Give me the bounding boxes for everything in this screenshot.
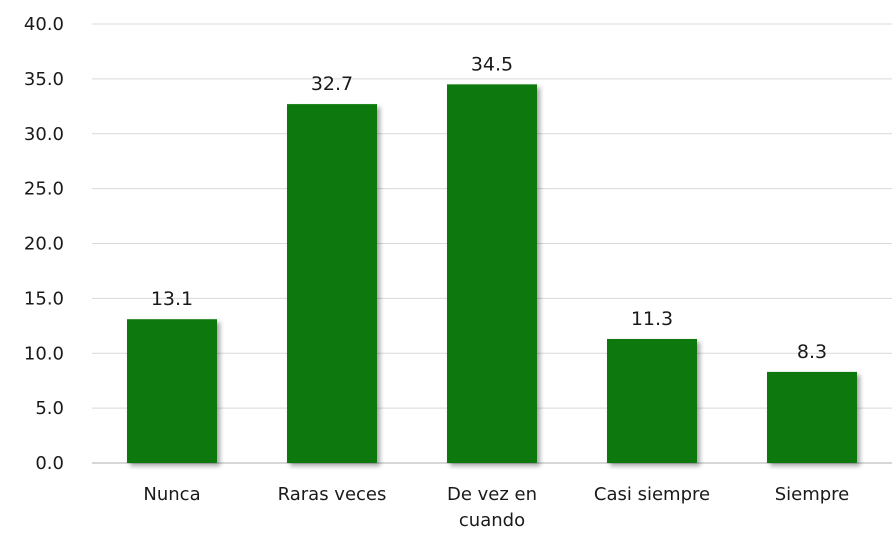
y-tick-label: 30.0 xyxy=(24,124,64,145)
y-axis-tick-labels: 0.0 5.0 10.0 15.0 20.0 25.0 30.0 35.0 40.0 xyxy=(24,14,64,474)
data-label: 8.3 xyxy=(797,341,827,363)
y-tick-label: 10.0 xyxy=(24,343,64,364)
y-tick-label: 35.0 xyxy=(24,69,64,90)
data-label: 34.5 xyxy=(471,53,513,75)
bar xyxy=(287,104,377,464)
bar xyxy=(127,319,217,463)
bars xyxy=(127,84,857,464)
y-tick-label: 40.0 xyxy=(24,14,64,35)
bar xyxy=(767,371,857,463)
data-label: 11.3 xyxy=(631,308,673,330)
bar xyxy=(607,338,697,463)
data-label: 32.7 xyxy=(311,73,353,95)
bar xyxy=(447,84,537,464)
data-label: 13.1 xyxy=(151,288,193,310)
category-label: De vez en xyxy=(447,484,537,505)
category-label: Casi siempre xyxy=(594,484,710,505)
y-tick-label: 25.0 xyxy=(24,179,64,200)
y-tick-label: 20.0 xyxy=(24,234,64,255)
category-label: cuando xyxy=(459,510,525,531)
y-tick-label: 5.0 xyxy=(35,398,64,419)
y-tick-label: 0.0 xyxy=(35,453,64,474)
category-label: Siempre xyxy=(775,484,850,505)
category-label: Nunca xyxy=(143,484,200,505)
data-labels: 13.1 32.7 34.5 11.3 8.3 xyxy=(151,53,827,363)
category-labels: Nunca Raras veces De vez en cuando Casi siem… xyxy=(143,484,849,531)
y-tick-label: 15.0 xyxy=(24,288,64,309)
category-label: Raras veces xyxy=(278,484,387,505)
